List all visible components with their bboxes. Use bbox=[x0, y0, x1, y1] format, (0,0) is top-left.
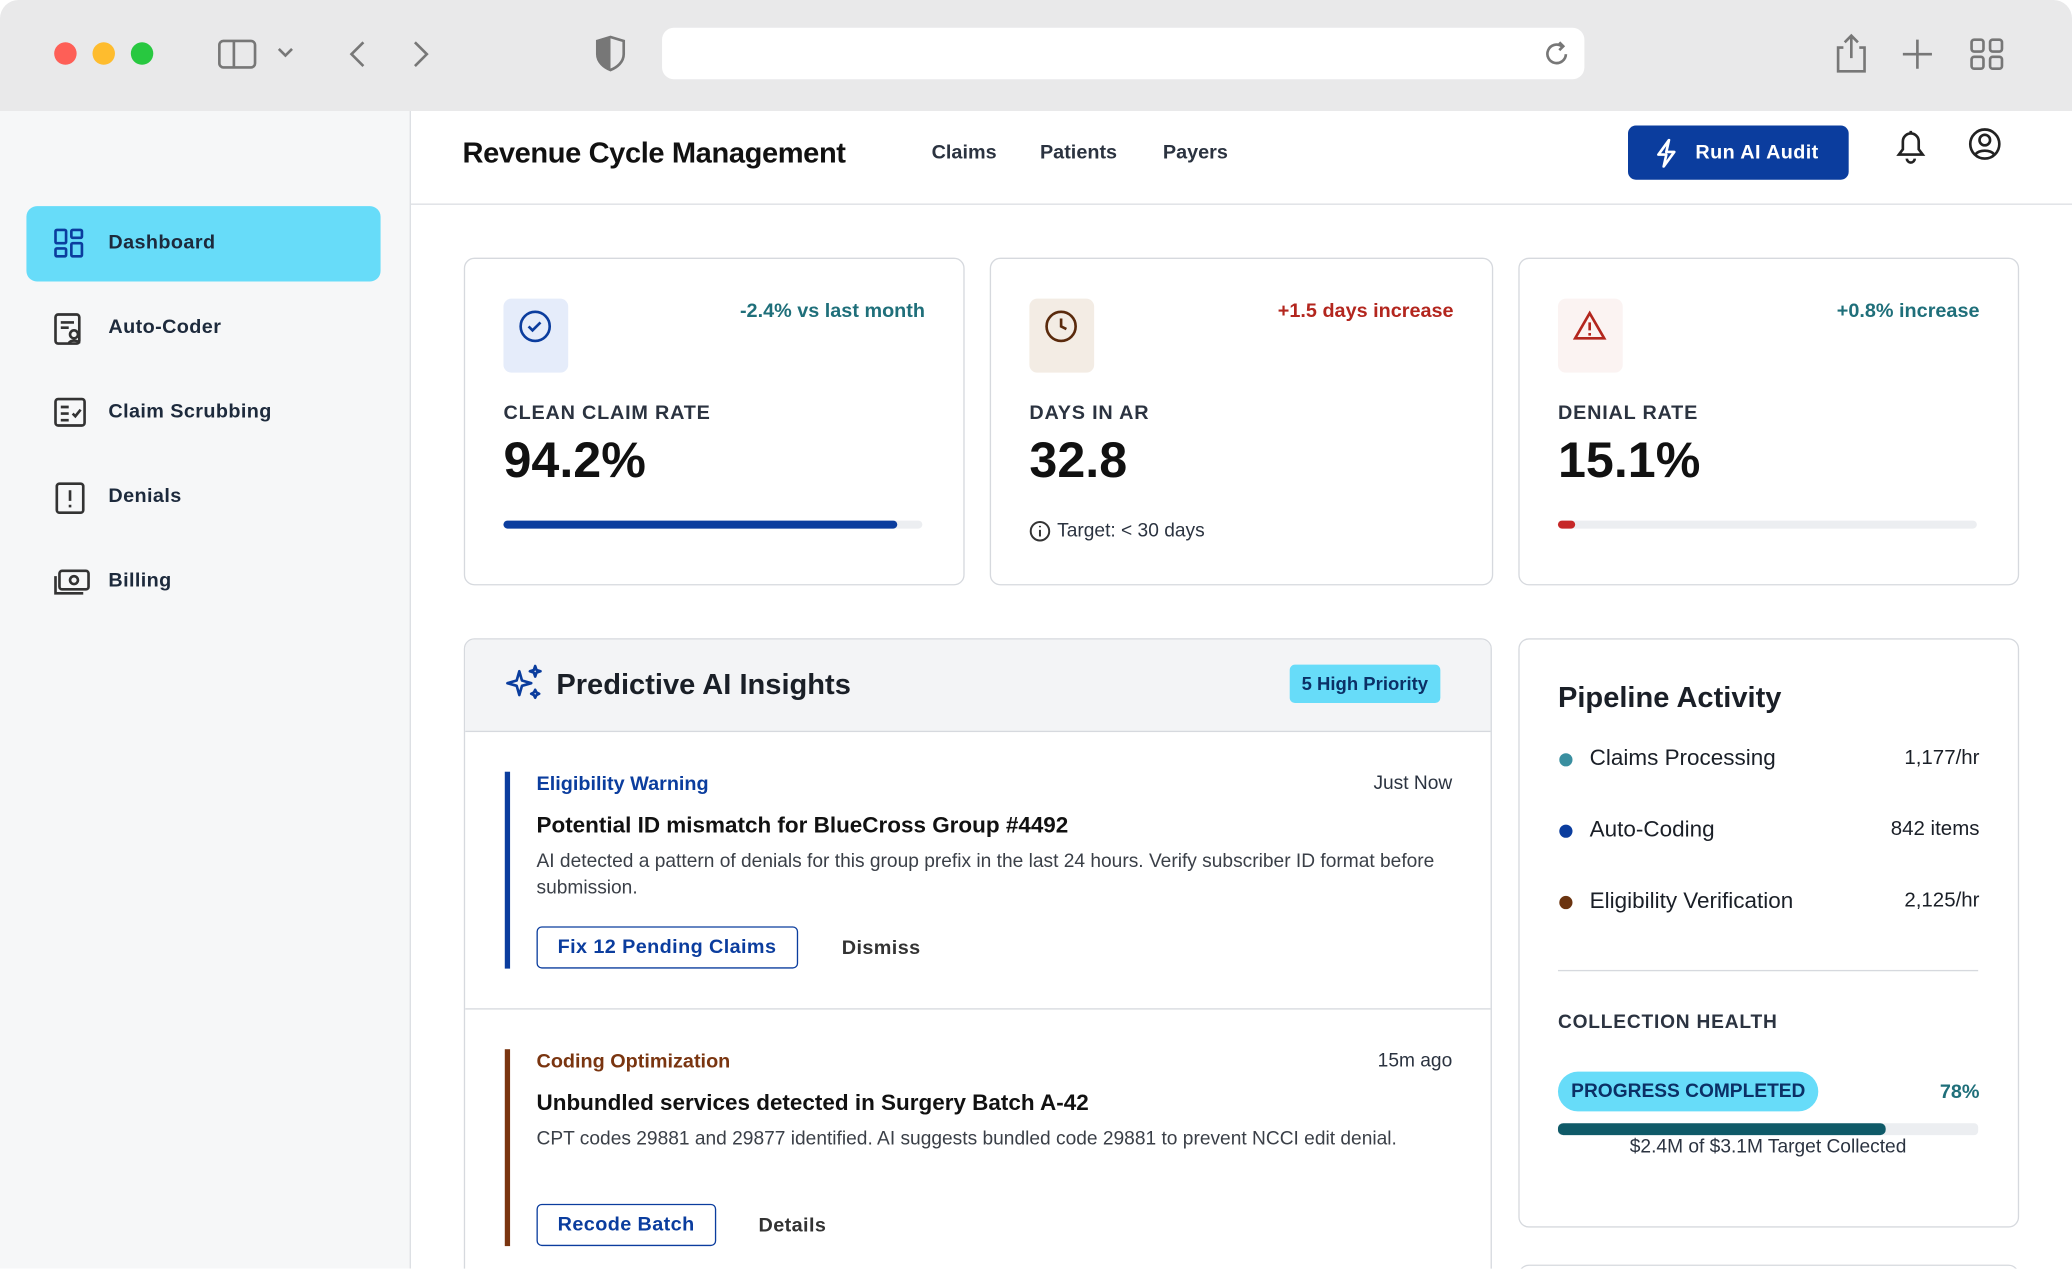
insight-primary-button[interactable]: Recode Batch bbox=[536, 1203, 716, 1247]
divider bbox=[1557, 969, 1979, 972]
bolt-icon bbox=[1657, 138, 1676, 168]
minimize-button[interactable] bbox=[92, 42, 115, 65]
status-dot bbox=[1559, 824, 1573, 838]
top-header: Revenue Cycle Management Claims Patients… bbox=[410, 111, 2072, 205]
app-title: Revenue Cycle Management bbox=[462, 136, 847, 170]
nav-item[interactable]: Dashboard bbox=[26, 206, 381, 282]
kpi-icon bbox=[1029, 298, 1095, 373]
insight-primary-button[interactable]: Fix 12 Pending Claims bbox=[536, 926, 798, 969]
user-icon[interactable] bbox=[1966, 126, 2006, 166]
insight-item: Eligibility Warning Just Now Potential I… bbox=[465, 732, 1491, 1010]
kpi-track bbox=[1557, 520, 1977, 529]
kpi-track bbox=[503, 520, 923, 529]
pipeline-name: Eligibility Verification bbox=[1589, 888, 1794, 914]
insight-secondary-button[interactable]: Details bbox=[758, 1214, 827, 1237]
insight-time: 15m ago bbox=[1377, 1050, 1453, 1072]
progress-fill bbox=[1557, 1123, 1886, 1136]
pipeline-value: 1,177/hr bbox=[1904, 746, 1980, 770]
nav-link[interactable]: Claims bbox=[931, 141, 997, 164]
status-dot bbox=[1559, 895, 1573, 910]
pipeline-value: 2,125/hr bbox=[1904, 889, 1980, 912]
nav-item[interactable]: Denials bbox=[26, 460, 380, 535]
nav-label: Dashboard bbox=[108, 231, 216, 254]
insight-category: Eligibility Warning bbox=[536, 773, 709, 796]
nav-icon bbox=[54, 397, 86, 427]
insights-panel: Predictive AI Insights 5 High Priority E… bbox=[463, 638, 1492, 1269]
toolbar-icons[interactable] bbox=[211, 34, 449, 74]
nav-icon bbox=[55, 482, 85, 515]
insight-title: Unbundled services detected in Surgery B… bbox=[536, 1090, 1089, 1116]
browser-chrome bbox=[0, 0, 2072, 112]
button-label: Run AI Audit bbox=[1695, 141, 1819, 164]
insight-accent bbox=[504, 771, 511, 969]
info-icon bbox=[1029, 520, 1051, 542]
insight-item: Coding Optimization 15m ago Unbundled se… bbox=[465, 1010, 1490, 1269]
kpi-change: +1.5 days increase bbox=[1277, 299, 1454, 323]
nav-icon bbox=[54, 228, 84, 258]
sidebar bbox=[0, 111, 411, 1269]
kpi-icon bbox=[503, 298, 569, 373]
kpi-value: 94.2% bbox=[503, 433, 646, 489]
kpi-note: Target: < 30 days bbox=[1057, 520, 1205, 542]
nav-icon bbox=[54, 313, 81, 345]
kpi-label: DENIAL RATE bbox=[1557, 401, 1699, 425]
kpi-card: -2.4% vs last month CLEAN CLAIM RATE 94.… bbox=[463, 257, 965, 586]
insight-description: CPT codes 29881 and 29877 identified. AI… bbox=[536, 1128, 1397, 1150]
nav-label: Claim Scrubbing bbox=[108, 400, 272, 423]
run-audit-button[interactable]: Run AI Audit bbox=[1628, 125, 1849, 180]
insight-title: Potential ID mismatch for BlueCross Grou… bbox=[536, 812, 1069, 838]
pipeline-value: 842 items bbox=[1890, 817, 1980, 841]
nav-label: Billing bbox=[108, 569, 172, 593]
insight-category: Coding Optimization bbox=[536, 1050, 731, 1074]
nav-item[interactable]: Auto-Coder bbox=[26, 291, 380, 366]
kpi-fill bbox=[1557, 520, 1575, 529]
bell-icon[interactable] bbox=[1891, 127, 1931, 167]
shield-icon bbox=[595, 35, 626, 72]
pipeline-name: Claims Processing bbox=[1589, 745, 1776, 771]
url-bar[interactable] bbox=[662, 27, 1585, 80]
insight-description: AI detected a pattern of denials for thi… bbox=[536, 851, 1435, 899]
kpi-card: +0.8% increase DENIAL RATE 15.1% bbox=[1518, 257, 2020, 586]
window-actions[interactable] bbox=[1830, 32, 2015, 77]
nav-icon bbox=[54, 569, 90, 595]
nav-item[interactable]: Claim Scrubbing bbox=[26, 375, 380, 450]
progress-pill: PROGRESS COMPLETED bbox=[1557, 1071, 1819, 1112]
nav-link[interactable]: Patients bbox=[1039, 141, 1118, 164]
nav-item[interactable]: Billing bbox=[26, 544, 380, 619]
reload-icon[interactable] bbox=[1541, 38, 1575, 72]
progress-caption: $2.4M of $3.1M Target Collected bbox=[1629, 1136, 1907, 1158]
status-dot bbox=[1559, 753, 1573, 767]
insight-secondary-button[interactable]: Dismiss bbox=[841, 936, 921, 960]
kpi-fill bbox=[503, 520, 898, 529]
insights-header: Predictive AI Insights 5 High Priority bbox=[465, 639, 1491, 733]
pipeline-name: Auto-Coding bbox=[1589, 816, 1715, 842]
sparkle-icon bbox=[506, 664, 542, 700]
nav-label: Auto-Coder bbox=[108, 315, 222, 339]
pipeline-title: Pipeline Activity bbox=[1557, 680, 1782, 714]
kpi-card: +1.5 days increase DAYS IN AR 32.8 Target… bbox=[989, 257, 1494, 586]
insight-accent bbox=[504, 1049, 511, 1247]
insights-title: Predictive AI Insights bbox=[556, 667, 851, 701]
kpi-icon bbox=[1557, 298, 1623, 373]
nav-link[interactable]: Payers bbox=[1162, 141, 1228, 164]
progress-percent: 78% bbox=[1939, 1080, 1980, 1104]
close-button[interactable] bbox=[54, 42, 77, 65]
next-card bbox=[1518, 1264, 2020, 1269]
kpi-change: -2.4% vs last month bbox=[739, 299, 926, 323]
pipeline-card: Pipeline Activity COLLECTION HEALTH PROG… bbox=[1518, 638, 2020, 1228]
priority-badge: 5 High Priority bbox=[1289, 664, 1440, 704]
kpi-label: CLEAN CLAIM RATE bbox=[503, 401, 711, 425]
progress-track bbox=[1557, 1123, 1979, 1136]
kpi-value: 32.8 bbox=[1029, 433, 1128, 489]
kpi-change: +0.8% increase bbox=[1836, 299, 1980, 323]
kpi-label: DAYS IN AR bbox=[1029, 401, 1150, 425]
insight-time: Just Now bbox=[1373, 773, 1453, 795]
zoom-button[interactable] bbox=[130, 42, 154, 65]
health-label: COLLECTION HEALTH bbox=[1557, 1012, 1778, 1034]
nav-label: Denials bbox=[108, 484, 182, 508]
kpi-value: 15.1% bbox=[1557, 433, 1701, 489]
